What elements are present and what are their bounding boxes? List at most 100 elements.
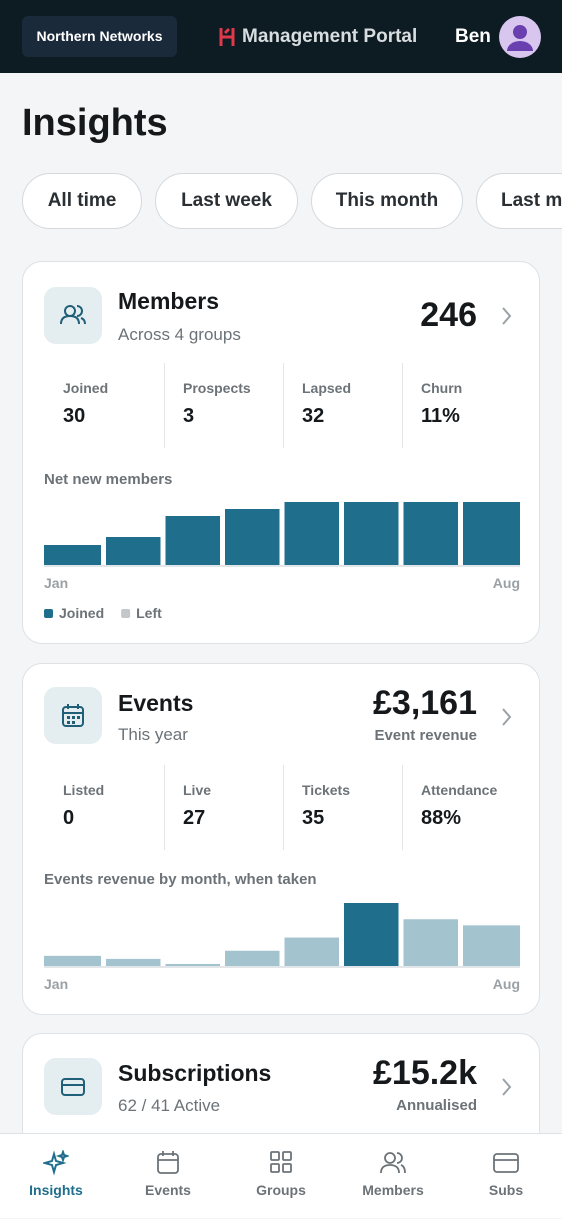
portal-logo <box>219 27 235 46</box>
stat-label: Live <box>183 782 212 798</box>
nav-label: Groups <box>256 1182 306 1198</box>
stat-label: Attendance <box>421 782 498 798</box>
nav-icon <box>380 1152 406 1174</box>
bar <box>463 502 520 565</box>
bar <box>225 950 280 966</box>
bar <box>284 502 339 565</box>
stat: Listed 0 <box>45 765 164 850</box>
events-card[interactable]: Events This year £3,161 Event revenue Li… <box>22 663 540 1015</box>
nav-label: Subs <box>488 1182 524 1198</box>
bar <box>463 925 520 966</box>
card-subtitle: Across 4 groups <box>118 325 241 344</box>
filter-chip[interactable]: This month <box>311 173 463 229</box>
legend-swatch <box>121 609 131 618</box>
filter-bar: All time Last week This month Last month <box>0 173 562 229</box>
stat-label: Joined <box>63 380 109 396</box>
x-tick-label: Aug <box>493 575 520 591</box>
bar <box>165 963 220 966</box>
card-icon <box>44 1058 102 1115</box>
stat: Prospects 3 <box>164 363 283 448</box>
card-total-label: Event revenue <box>374 727 477 744</box>
x-tick-label: Aug <box>493 976 520 992</box>
stat: Live 27 <box>164 765 283 850</box>
bar <box>403 919 458 966</box>
nav-icon <box>157 1151 179 1174</box>
chevron <box>502 708 512 726</box>
avatar[interactable] <box>499 16 541 58</box>
nav-label: Insights <box>29 1182 83 1198</box>
stat-value: 32 <box>302 405 325 427</box>
bar <box>284 937 339 966</box>
stat-value: 27 <box>183 807 206 829</box>
nav-label: Events <box>145 1182 191 1198</box>
stat-value: 35 <box>302 807 325 829</box>
page-title: Insights <box>22 102 168 144</box>
mini-chart: Jan Aug <box>44 903 520 992</box>
user-name[interactable]: Ben <box>455 26 491 47</box>
card-title: Events <box>118 690 194 716</box>
legend-swatch <box>44 609 53 618</box>
card-icon <box>44 687 102 744</box>
card-subtitle: 62 / 41 Active <box>118 1096 221 1115</box>
stats-row: Listed 0 Live 27 Tickets 35 Attendance 88% <box>45 765 521 850</box>
stat-value: 3 <box>183 405 195 427</box>
stat-label: Lapsed <box>302 380 352 396</box>
stat-value: 30 <box>63 405 86 427</box>
stat-value: 11% <box>421 405 460 427</box>
stat: Joined 30 <box>45 363 164 448</box>
stat-label: Churn <box>421 380 463 396</box>
nav-icon <box>43 1150 69 1176</box>
header: Northern Networks Management Portal Ben <box>0 0 562 73</box>
nav-item[interactable]: Subs <box>450 1134 562 1219</box>
filter-chip[interactable]: All time <box>22 173 142 229</box>
card-subtitle: This year <box>118 725 188 744</box>
nav-label: Members <box>362 1182 424 1198</box>
filter-chip[interactable]: Last month <box>476 173 562 229</box>
card-title: Members <box>118 288 219 314</box>
bar <box>344 903 399 966</box>
card-title: Subscriptions <box>118 1060 272 1086</box>
card-total-label: Annualised <box>396 1097 477 1114</box>
card-total: 246 <box>420 296 477 334</box>
mini-chart: Jan Aug Joined Left <box>44 502 520 621</box>
bar <box>44 545 101 565</box>
bar <box>106 537 161 565</box>
x-tick-label: Jan <box>44 976 68 992</box>
nav-icon <box>493 1153 519 1173</box>
bar <box>165 516 220 565</box>
nav-item[interactable]: Members <box>337 1134 449 1219</box>
card-icon <box>44 287 102 344</box>
stat-label: Tickets <box>302 782 350 798</box>
bar <box>106 958 161 966</box>
card-total: £3,161 <box>373 684 477 722</box>
stat: Churn 11% <box>402 363 521 448</box>
nav-item[interactable]: Insights <box>0 1134 112 1219</box>
filter-chip[interactable]: Last week <box>155 173 298 229</box>
bottom-nav: Insights Events Groups Members Subs <box>0 1133 562 1218</box>
bar <box>44 955 101 966</box>
chart-title: Events revenue by month, when taken <box>44 871 317 888</box>
chevron <box>502 1078 512 1096</box>
bar <box>403 502 458 565</box>
stat-label: Prospects <box>183 380 251 396</box>
nav-item[interactable]: Groups <box>225 1134 337 1219</box>
stat-value: 0 <box>63 807 75 829</box>
card-total: £15.2k <box>373 1054 477 1092</box>
legend-label: Left <box>136 605 162 621</box>
portal-title: Management Portal <box>242 26 418 47</box>
org-switcher[interactable]: Northern Networks <box>22 16 177 57</box>
x-tick-label: Jan <box>44 575 68 591</box>
nav-item[interactable]: Events <box>112 1134 224 1219</box>
bar <box>344 502 399 565</box>
stat: Attendance 88% <box>402 765 521 850</box>
legend-label: Joined <box>59 605 104 621</box>
stat: Tickets 35 <box>283 765 402 850</box>
nav-icon <box>270 1151 292 1173</box>
chevron <box>502 307 512 325</box>
members-card[interactable]: Members Across 4 groups 246 Joined 30 Pro… <box>22 261 540 644</box>
stats-row: Joined 30 Prospects 3 Lapsed 32 Churn 11% <box>45 363 521 448</box>
bar <box>225 509 280 565</box>
stat: Lapsed 32 <box>283 363 402 448</box>
icon <box>62 704 84 727</box>
